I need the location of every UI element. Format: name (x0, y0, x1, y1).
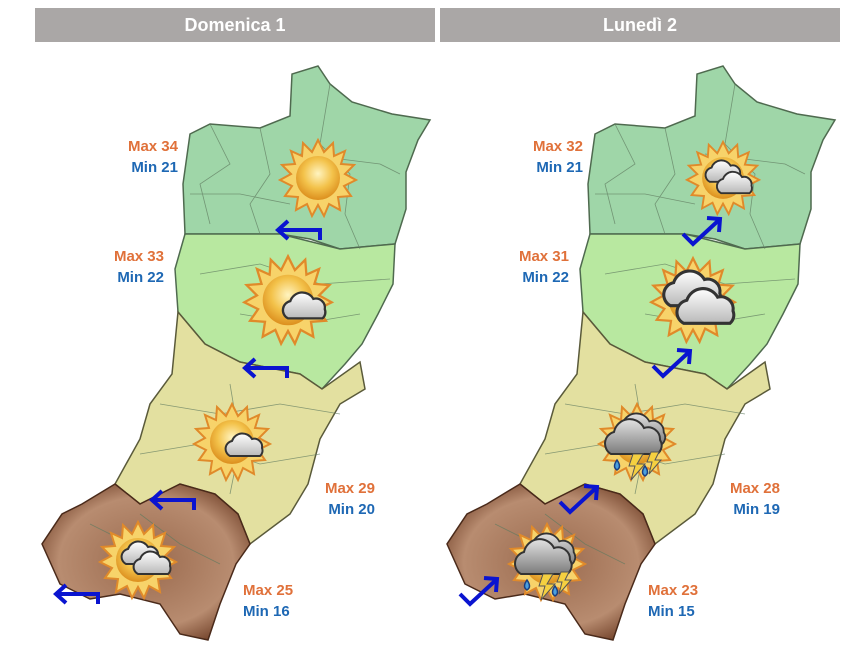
min-temp: Min 22 (117, 269, 164, 286)
map-panel-monday: Max 32 Min 21 Max 31 Min 22 Max 28 Min 1… (405, 44, 837, 648)
max-temp: Max 31 (518, 248, 569, 265)
temp-label-center-north: Max 33 Min 22 (94, 246, 164, 288)
map-panel-sunday: Max 34 Min 21 Max 33 Min 22 Max 29 Min 2… (0, 44, 432, 648)
thunderstorm-icon (508, 523, 586, 601)
temp-label-mountain: Max 23 Min 15 (648, 580, 718, 622)
max-temp: Max 28 (729, 480, 780, 497)
max-temp: Max 23 (648, 582, 699, 599)
day-header-monday: Lunedì 2 (440, 8, 840, 42)
thunderstorm-icon (598, 403, 676, 481)
temp-label-mountain: Max 25 Min 16 (243, 580, 313, 622)
min-temp: Min 21 (131, 159, 178, 176)
max-temp: Max 25 (243, 582, 294, 599)
temp-label-center-south: Max 29 Min 20 (305, 478, 375, 520)
region-map (446, 65, 837, 641)
temp-label-center-north: Max 31 Min 22 (499, 246, 569, 288)
min-temp: Min 19 (733, 501, 780, 518)
temp-label-center-south: Max 28 Min 19 (710, 478, 780, 520)
min-temp: Min 21 (536, 159, 583, 176)
max-temp: Max 32 (532, 138, 583, 155)
min-temp: Min 20 (328, 501, 375, 518)
min-temp: Min 22 (522, 269, 569, 286)
min-temp: Min 16 (243, 603, 290, 620)
min-temp: Min 15 (648, 603, 695, 620)
max-temp: Max 33 (113, 248, 164, 265)
max-temp: Max 29 (324, 480, 375, 497)
temp-label-north: Max 34 Min 21 (108, 136, 178, 178)
max-temp: Max 34 (127, 138, 178, 155)
day-header-sunday: Domenica 1 (35, 8, 435, 42)
temp-label-north: Max 32 Min 21 (513, 136, 583, 178)
region-map (41, 65, 432, 641)
